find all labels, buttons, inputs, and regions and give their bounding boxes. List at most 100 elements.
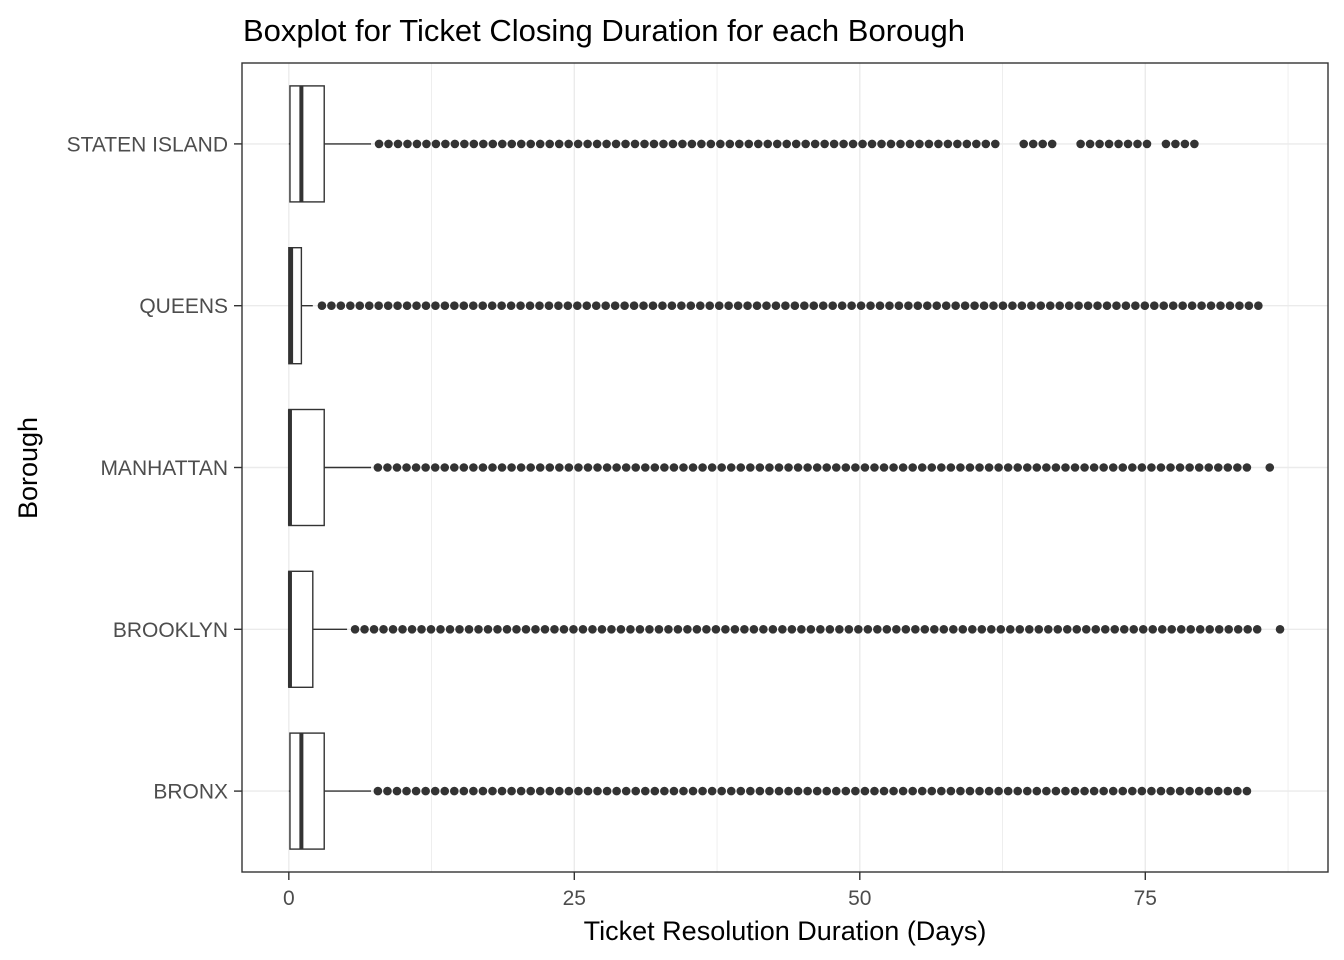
outlier-point bbox=[593, 786, 602, 796]
outlier-point bbox=[563, 301, 573, 311]
outlier-point bbox=[421, 463, 430, 472]
outlier-point bbox=[965, 786, 975, 796]
outlier-point bbox=[994, 786, 1003, 796]
outlier-point bbox=[711, 625, 721, 634]
outlier-point bbox=[1138, 625, 1148, 634]
outlier-point bbox=[829, 139, 839, 149]
outlier-point bbox=[781, 301, 790, 311]
outlier-point bbox=[497, 139, 507, 149]
outlier-point bbox=[841, 786, 851, 796]
iqr-box bbox=[289, 85, 325, 203]
y-tick-label: MANHATTAN bbox=[100, 457, 228, 480]
outlier-point bbox=[889, 463, 898, 472]
outlier-point bbox=[930, 625, 939, 634]
outlier-point bbox=[790, 301, 800, 311]
outlier-point bbox=[939, 625, 949, 634]
outlier-point bbox=[450, 139, 460, 149]
outlier-point bbox=[449, 463, 459, 472]
outlier-point bbox=[402, 786, 411, 796]
outlier-point bbox=[660, 786, 669, 796]
outlier-point bbox=[927, 786, 937, 796]
outlier-point bbox=[630, 139, 640, 149]
outlier-point bbox=[626, 625, 635, 634]
outlier-point bbox=[1118, 463, 1128, 472]
outlier-point bbox=[1206, 301, 1216, 311]
outlier-point bbox=[1032, 463, 1042, 472]
outlier-point bbox=[487, 301, 497, 311]
outlier-point bbox=[894, 301, 904, 311]
outlier-point bbox=[822, 786, 832, 796]
outlier-point bbox=[990, 139, 1000, 149]
outlier-point bbox=[346, 301, 355, 311]
outlier-point bbox=[965, 463, 975, 472]
outlier-point bbox=[469, 139, 479, 149]
outlier-point bbox=[535, 463, 545, 472]
iqr-box bbox=[288, 570, 314, 688]
outlier-point bbox=[469, 786, 478, 796]
outlier-point bbox=[917, 463, 927, 472]
outlier-point bbox=[908, 463, 917, 472]
outlier-point bbox=[837, 301, 847, 311]
outlier-point bbox=[1053, 625, 1063, 634]
outlier-point bbox=[1102, 301, 1112, 311]
outlier-point bbox=[975, 463, 984, 472]
outlier-point bbox=[621, 463, 631, 472]
outlier-point bbox=[987, 625, 996, 634]
outlier-point bbox=[564, 786, 574, 796]
outlier-point bbox=[648, 301, 658, 311]
outlier-point bbox=[753, 139, 763, 149]
outlier-point bbox=[752, 301, 762, 311]
outlier-point bbox=[839, 139, 848, 149]
outlier-point bbox=[755, 463, 765, 472]
outlier-point bbox=[920, 625, 930, 634]
outlier-point bbox=[445, 625, 455, 634]
outlier-point bbox=[402, 463, 411, 472]
outlier-point bbox=[364, 301, 374, 311]
outlier-point bbox=[1166, 786, 1175, 796]
outlier-point bbox=[631, 786, 641, 796]
outlier-point bbox=[544, 301, 554, 311]
outlier-point bbox=[854, 625, 863, 634]
outlier-point bbox=[949, 625, 958, 634]
outlier-point bbox=[759, 625, 768, 634]
outlier-point bbox=[436, 625, 445, 634]
outlier-point bbox=[593, 463, 602, 472]
box-manhattan bbox=[287, 408, 1275, 527]
outlier-point bbox=[497, 463, 507, 472]
outlier-point bbox=[913, 301, 923, 311]
outlier-point bbox=[506, 301, 516, 311]
outlier-point bbox=[870, 463, 879, 472]
outlier-point bbox=[1178, 301, 1187, 311]
outlier-point bbox=[412, 139, 422, 149]
outlier-point bbox=[749, 625, 759, 634]
outlier-point bbox=[937, 463, 946, 472]
outlier-point bbox=[564, 139, 573, 149]
chart-title: Boxplot for Ticket Closing Duration for … bbox=[243, 13, 965, 48]
outlier-point bbox=[1051, 463, 1061, 472]
box-bronx bbox=[288, 732, 1252, 850]
outlier-point bbox=[1159, 301, 1169, 311]
outlier-point bbox=[716, 139, 725, 149]
outlier-point bbox=[1224, 625, 1234, 634]
outlier-point bbox=[667, 301, 677, 311]
outlier-point bbox=[1137, 786, 1147, 796]
outlier-point bbox=[1032, 786, 1042, 796]
x-axis-title: Ticket Resolution Duration (Days) bbox=[584, 916, 987, 946]
x-tick-label: 0 bbox=[283, 887, 295, 910]
outlier-point bbox=[535, 786, 545, 796]
outlier-point bbox=[1072, 625, 1082, 634]
x-tick-label: 50 bbox=[848, 887, 871, 910]
outlier-point bbox=[526, 786, 535, 796]
outlier-point bbox=[1214, 625, 1224, 634]
outlier-point bbox=[784, 786, 793, 796]
outlier-point bbox=[1091, 625, 1101, 634]
outlier-point bbox=[582, 301, 592, 311]
outlier-point bbox=[516, 786, 526, 796]
outlier-point bbox=[1061, 463, 1070, 472]
outlier-point bbox=[649, 139, 659, 149]
outlier-point bbox=[998, 301, 1008, 311]
outlier-point bbox=[497, 301, 506, 311]
outlier-point bbox=[994, 463, 1003, 472]
outlier-point bbox=[1161, 139, 1171, 149]
outlier-point bbox=[822, 463, 832, 472]
